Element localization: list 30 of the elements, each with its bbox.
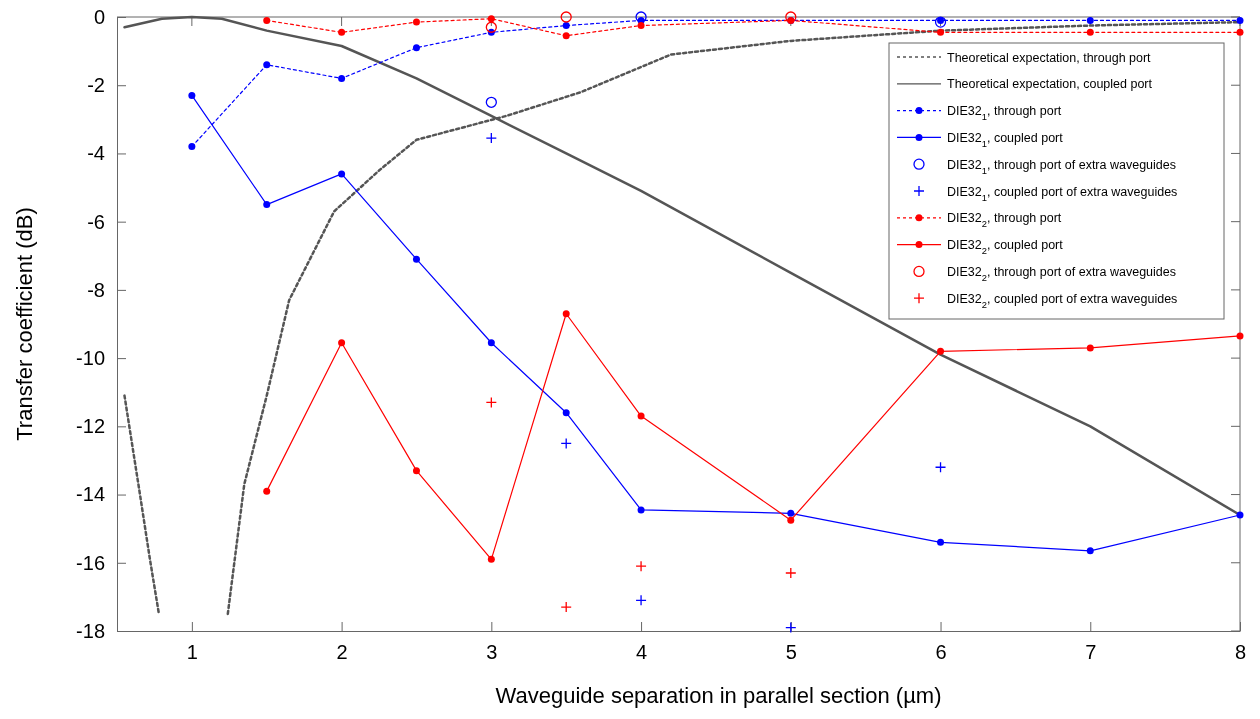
- y-tick-label: -10: [76, 347, 105, 370]
- legend-label: DIE32$_{2}$, coupled port of extra waveguides: [947, 291, 1178, 310]
- x-tick-label: 2: [336, 641, 348, 664]
- x-tick-label: 7: [1085, 641, 1097, 664]
- x-tick-label: 8: [1234, 641, 1247, 664]
- y-tick-label: -8: [87, 278, 105, 301]
- legend-label: DIE32$_{1}$, coupled port of extra waveguides: [947, 184, 1178, 203]
- legend-label: DIE32$_{1}$, through port of extra waveguides: [947, 157, 1176, 176]
- x-tick-label: 6: [935, 641, 947, 664]
- y-tick-label: -12: [76, 415, 105, 438]
- legend-label: DIE32$_{1}$, coupled port: [947, 130, 1064, 149]
- legend-label: Theoretical expectation, through port: [947, 50, 1152, 65]
- legend-label: Theoretical expectation, coupled port: [947, 77, 1153, 92]
- legend-label: DIE32$_{2}$, through port of extra waveguides: [947, 264, 1176, 283]
- y-tick-label: -6: [87, 210, 105, 233]
- legend-label: DIE32$_{2}$, through port: [947, 211, 1062, 230]
- y-tick-label: -14: [76, 483, 105, 506]
- x-tick-label: 5: [785, 641, 797, 664]
- x-tick-label: 3: [486, 641, 498, 664]
- y-tick-label: 0: [93, 5, 105, 28]
- legend-label: DIE32$_{1}$, through port: [947, 104, 1062, 123]
- y-tick-label: -16: [76, 551, 105, 574]
- legend-label: DIE32$_{2}$, coupled port: [947, 238, 1064, 257]
- y-tick-label: -4: [87, 142, 105, 165]
- x-tick-label: 4: [636, 641, 648, 664]
- y-tick-label: -18: [76, 619, 105, 642]
- x-tick-label: 1: [186, 641, 198, 664]
- y-axis-title: Transfer coefficient (dB): [12, 207, 37, 441]
- y-tick-label: -2: [87, 74, 105, 97]
- x-axis-title: Waveguide separation in parallel section (µm): [495, 683, 942, 708]
